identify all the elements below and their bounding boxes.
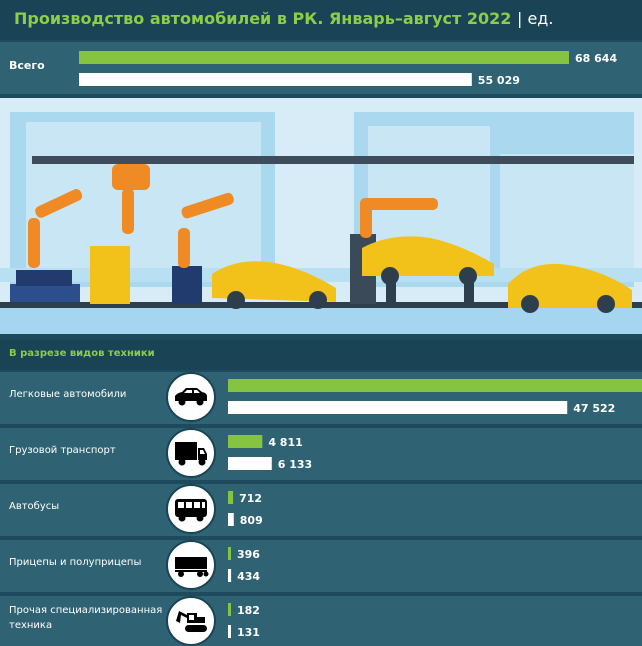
total-band	[0, 42, 642, 94]
category-band	[0, 596, 642, 646]
excavator-icon	[166, 596, 216, 646]
header: Производство автомобилей в РК. Январь–ав…	[0, 0, 642, 40]
category-band	[0, 540, 642, 592]
factory-illustration	[0, 98, 642, 334]
truck-icon	[166, 428, 216, 478]
category-band	[0, 484, 642, 536]
car-icon	[166, 372, 216, 422]
trailer-icon	[166, 540, 216, 590]
bus-icon	[166, 484, 216, 534]
category-band	[0, 428, 642, 480]
section-header: В разрезе видов техники	[0, 340, 642, 370]
section-title: В разрезе видов техники	[9, 348, 155, 359]
category-band	[0, 372, 642, 424]
unit-label: | ед.	[516, 9, 554, 28]
chart-title: Производство автомобилей в РК. Январь–ав…	[14, 9, 554, 28]
